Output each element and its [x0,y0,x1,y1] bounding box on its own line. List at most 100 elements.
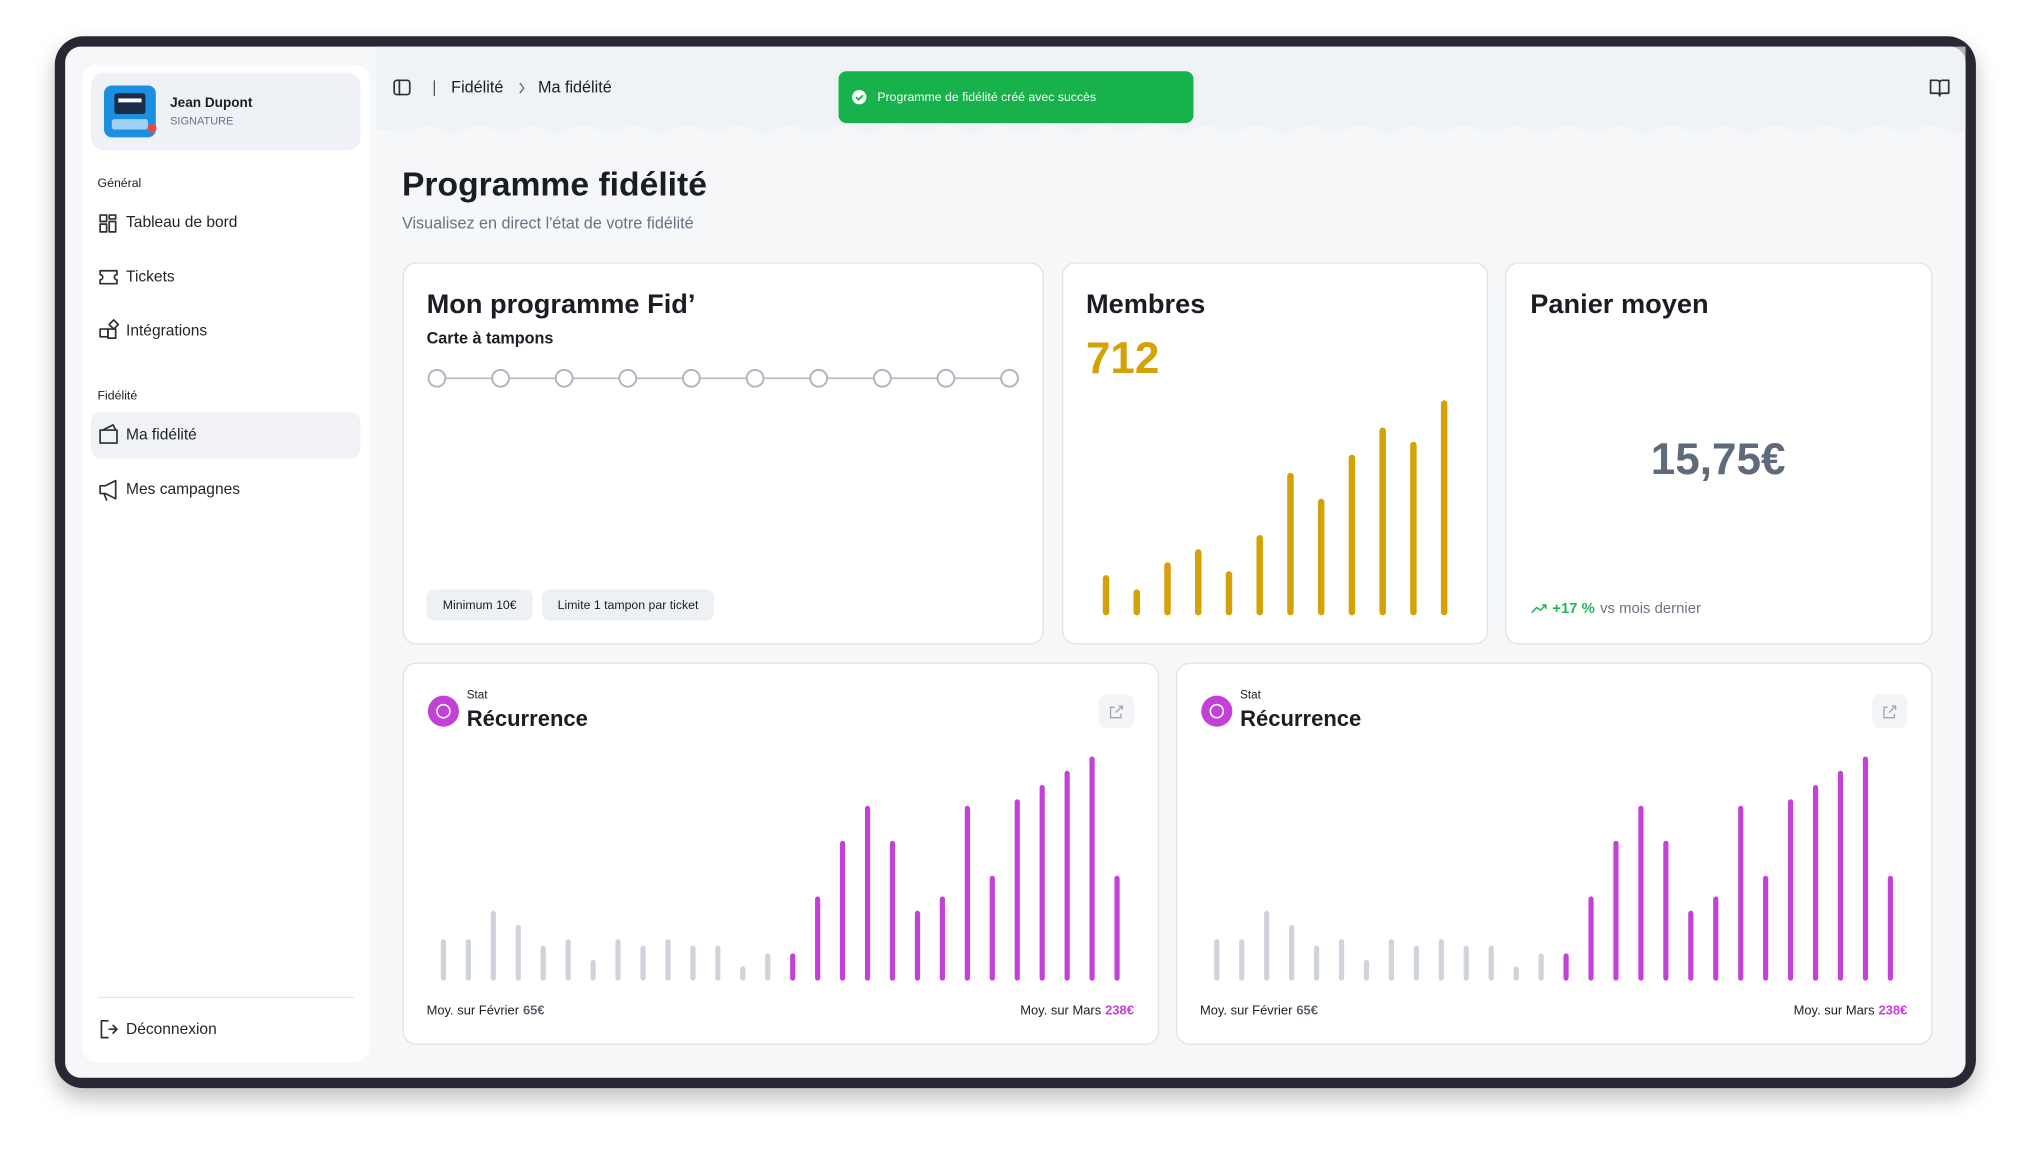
bar [665,939,671,981]
nav-item[interactable]: Tableau de bord [99,214,237,233]
stamp [872,368,892,388]
stat-icon [1201,695,1233,727]
bar [715,945,721,981]
stat-title: Récurrence [1240,706,1361,731]
stamp [681,368,701,388]
profile-box[interactable] [91,72,361,151]
bar [1225,571,1233,616]
breadcrumb-link[interactable]: Fidélité [451,78,503,96]
bar [1440,400,1448,616]
bar [1688,910,1694,981]
nav-label: Mes campagnes [126,481,240,498]
bar [1164,562,1171,616]
rule-label: Minimum 10€ [443,598,517,612]
basket-value: 15,75€ [1651,435,1786,484]
left-note: Moy. sur Février 65€ [427,1003,545,1018]
integrations-icon [99,319,120,339]
user-plan: SIGNATURE [170,116,233,128]
stamp [1000,368,1019,388]
bar [1837,770,1844,981]
bar [1256,535,1263,616]
stamp [936,368,956,388]
bar [515,924,521,981]
sidebar-panel [81,64,370,1063]
section-title: Fidélité [98,389,138,403]
loyalty-card: Mon programme Fid’ Carte à tampons Minim… [402,262,1044,645]
card [1505,262,1933,645]
page-title: Programme fidélité [402,166,707,203]
header: Fidélité Ma fidélité [393,78,1950,97]
bar [1089,756,1095,981]
ticket-icon [99,269,118,285]
bar [1264,910,1270,981]
bar [1538,953,1544,981]
rule-label: Limite 1 tampon par ticket [558,598,699,612]
bar [815,896,821,981]
book-icon [1929,79,1950,97]
note-value: 238€ [1105,1003,1134,1018]
bar [1064,770,1070,981]
open-icon [1109,705,1123,719]
bar [790,953,796,981]
toast-message: Programme de fidélité créé avec succès [877,90,1096,104]
toast-icon [852,90,867,105]
bar [1613,840,1619,981]
bar [1214,939,1220,981]
note-label: Moy. sur Mars [1794,1003,1875,1018]
note-value: 65€ [1296,1003,1318,1018]
trend-text: +17 % vs mois dernier [1552,601,1701,617]
bar [1363,959,1370,981]
sidebar: Jean Dupont SIGNATURE Général Tableau de… [81,64,370,1063]
avatar-graphic [118,98,142,103]
bar [640,945,646,981]
bar [1102,575,1110,616]
open-button[interactable] [1872,694,1908,729]
stat-title: Récurrence [467,706,588,731]
nav-item-active[interactable]: Ma fidélité [91,411,361,459]
bar [1413,945,1419,981]
nav-item[interactable]: Tickets [99,268,175,285]
bar [1388,939,1395,981]
nav-item[interactable]: Intégrations [99,319,207,340]
card-subtitle: Carte à tampons [427,330,554,348]
bar [1738,805,1744,981]
right-note: Moy. sur Mars 238€ [1020,1003,1134,1018]
rule-chip [426,589,533,621]
stat-icon [427,695,459,727]
breadcrumb-chevron [519,82,525,94]
page-subtitle: Visualisez en direct l'état de votre fid… [402,214,694,232]
card [1061,262,1489,645]
bar [840,840,846,981]
bar [1289,924,1295,981]
note-label: Moy. sur Février [427,1003,520,1018]
bar [1014,799,1020,981]
card-title: Membres [1086,288,1205,319]
nav-item[interactable]: Mes campagnes [99,479,240,501]
bar [1663,840,1669,981]
open-button[interactable] [1098,694,1134,729]
sidebar-toggle[interactable] [393,79,411,96]
trend-change: +17 % [1552,601,1595,617]
open-icon [1883,705,1897,719]
logout-button[interactable]: Déconnexion [100,1019,217,1039]
members-count: 712 [1086,334,1159,383]
bar [615,939,621,981]
stat-icon-inner [1209,703,1225,719]
section-title: Général [98,176,142,190]
bar [740,966,746,981]
bar [1195,549,1202,616]
bar [1379,427,1386,616]
stamp [618,368,638,388]
toast: Programme de fidélité créé avec succès [838,71,1194,124]
stat-card: Stat Récurrence Moy. sur Février 65€ Moy.… [402,662,1160,1045]
stamp [427,368,447,388]
stamp [491,368,510,388]
trend-note: vs mois dernier [1600,601,1701,617]
bar [1133,589,1141,616]
docs-button[interactable] [1929,79,1950,97]
dashboard-icon [99,214,117,233]
megaphone-icon [99,479,117,501]
bar [1488,945,1494,981]
